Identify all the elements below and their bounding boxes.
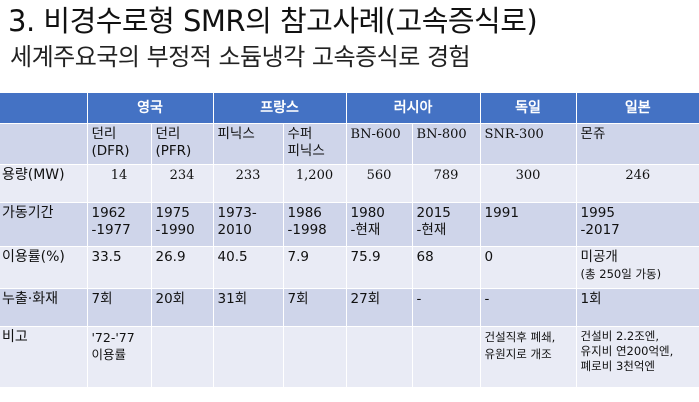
row-label-empty [0, 123, 87, 165]
accidents-value: - [479, 288, 577, 327]
utilization-value: 26.9 [150, 246, 214, 289]
remarks-value [345, 326, 413, 387]
remarks-value [212, 326, 284, 387]
reactor-name: SNR-300 [479, 123, 577, 165]
period-value: 1980 -현재 [345, 202, 413, 247]
period-value: 1973- 2010 [212, 202, 284, 247]
utilization-value: 0 [479, 246, 577, 289]
accidents-value: - [411, 288, 481, 327]
remarks-value [282, 326, 347, 387]
period-value: 2015 -현재 [411, 202, 481, 247]
accidents-value: 1회 [575, 288, 699, 327]
utilization-value: 75.9 [345, 246, 413, 289]
capacity-value: 246 [575, 164, 699, 203]
reactor-name: BN-600 [345, 123, 413, 165]
country-germany: 독일 [479, 93, 577, 124]
remarks-value [150, 326, 214, 387]
country-header-row: 영국 프랑스 러시아 독일 일본 [0, 93, 699, 124]
reactor-name: 던리 (PFR) [150, 123, 214, 165]
accidents-row: 누출·화재 7회 20회 31회 7회 27회 - - 1회 [0, 288, 699, 327]
utilization-value: 68 [411, 246, 481, 289]
period-value: 1975 -1990 [150, 202, 214, 247]
country-japan: 일본 [575, 93, 699, 124]
period-value: 1991 [479, 202, 577, 247]
page-subtitle: 세계주요국의 부정적 소듐냉각 고속증식로 경험 [10, 43, 471, 71]
remarks-value: 건설직후 폐쇄, 유원지로 개조 [479, 326, 577, 387]
remarks-row: 비고 '72-'77 이용률 건설직후 폐쇄, 유원지로 개조 건설비 2.2조… [0, 326, 699, 387]
utilization-value: 7.9 [282, 246, 347, 289]
period-value: 1986 -1998 [282, 202, 347, 247]
row-label-period: 가동기간 [0, 202, 87, 247]
period-row: 가동기간 1962 -1977 1975 -1990 1973- 2010 19… [0, 202, 699, 247]
capacity-row: 용량(MW) 14 234 233 1,200 560 789 300 246 [0, 164, 699, 203]
row-label-utilization: 이용률(%) [0, 246, 87, 289]
capacity-value: 14 [86, 164, 151, 203]
country-russia: 러시아 [345, 93, 481, 124]
remarks-value: 건설비 2.2조엔, 유지비 연200억엔, 폐로비 3천억엔 [575, 326, 699, 387]
reactor-name-row: 던리 (DFR) 던리 (PFR) 피닉스 수퍼 피닉스 BN-600 BN-8… [0, 123, 699, 165]
reactor-name: 수퍼 피닉스 [282, 123, 347, 165]
capacity-value: 234 [150, 164, 214, 203]
header-corner [0, 93, 87, 124]
row-label-remarks: 비고 [0, 326, 87, 387]
reactor-name: 몬쥬 [575, 123, 699, 165]
utilization-value: 40.5 [212, 246, 284, 289]
reactor-name: 던리 (DFR) [86, 123, 151, 165]
row-label-capacity: 용량(MW) [0, 164, 87, 203]
utilization-row: 이용률(%) 33.5 26.9 40.5 7.9 75.9 68 0 미공개 … [0, 246, 699, 289]
sfr-comparison-table: 영국 프랑스 러시아 독일 일본 던리 (DFR) 던리 (PFR) 피닉스 수… [0, 93, 699, 387]
reactor-name: BN-800 [411, 123, 481, 165]
period-value: 1995 -2017 [575, 202, 699, 247]
accidents-value: 7회 [86, 288, 151, 327]
capacity-value: 1,200 [282, 164, 347, 203]
utilization-value: 미공개 [580, 249, 618, 265]
capacity-value: 789 [411, 164, 481, 203]
country-france: 프랑스 [212, 93, 347, 124]
capacity-value: 560 [345, 164, 413, 203]
row-label-accidents: 누출·화재 [0, 288, 87, 327]
period-value: 1962 -1977 [86, 202, 151, 247]
accidents-value: 27회 [345, 288, 413, 327]
utilization-note: (총 250일 가동) [580, 267, 662, 281]
utilization-cell-monju: 미공개 (총 250일 가동) [575, 246, 699, 289]
capacity-value: 300 [479, 164, 577, 203]
accidents-value: 7회 [282, 288, 347, 327]
utilization-value: 33.5 [86, 246, 151, 289]
remarks-value: '72-'77 이용률 [86, 326, 151, 387]
remarks-value [411, 326, 481, 387]
reactor-name: 피닉스 [212, 123, 284, 165]
capacity-value: 233 [212, 164, 284, 203]
country-uk: 영국 [86, 93, 214, 124]
accidents-value: 31회 [212, 288, 284, 327]
page-title: 3. 비경수로형 SMR의 참고사례(고속증식로) [8, 4, 538, 38]
accidents-value: 20회 [150, 288, 214, 327]
